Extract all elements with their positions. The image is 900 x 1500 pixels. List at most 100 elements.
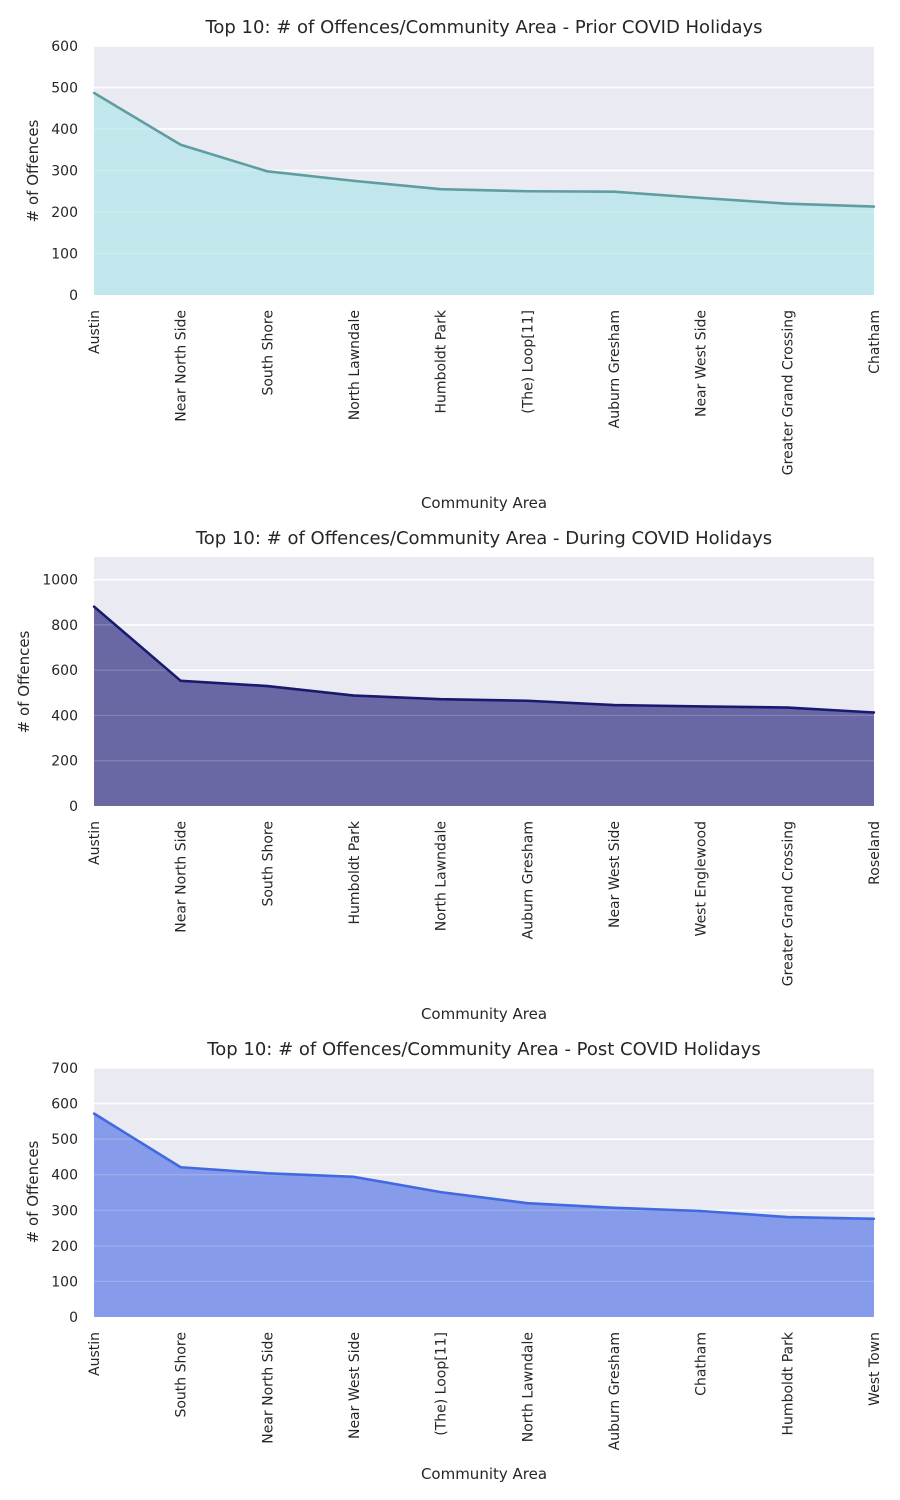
y-tick-label: 500 (51, 1132, 78, 1148)
data-point (526, 699, 529, 702)
data-point (612, 703, 616, 707)
data-point (699, 1209, 702, 1213)
data-point (179, 679, 182, 683)
x-tick-label: West Town (867, 1332, 883, 1406)
data-point (786, 706, 789, 709)
y-tick-label: 600 (51, 663, 78, 679)
x-tick-label: South Shore (260, 310, 276, 396)
y-tick-label: 600 (51, 39, 78, 55)
data-point (786, 1215, 789, 1219)
x-tick-label: Austin (87, 821, 103, 865)
data-point (266, 170, 269, 173)
series-area (94, 1113, 874, 1317)
data-point (439, 697, 442, 701)
x-tick-label: Auburn Gresham (607, 310, 623, 428)
data-point (266, 684, 269, 688)
data-point (699, 196, 702, 200)
y-tick-label: 0 (69, 1310, 78, 1326)
x-tick-label: Greater Grand Crossing (780, 310, 796, 475)
x-tick-label: Auburn Gresham (520, 821, 536, 939)
x-tick-label: South Shore (260, 821, 276, 907)
x-axis-label: Community Area (421, 1465, 547, 1483)
x-tick-label: Near West Side (607, 821, 623, 928)
y-tick-label: 300 (51, 164, 78, 180)
x-tick-label: (The) Loop[11] (520, 310, 536, 414)
y-tick-label: 200 (51, 205, 78, 221)
data-point (92, 605, 96, 608)
chart-post-covid: Top 10: # of Offences/Community Area - P… (24, 1039, 883, 1483)
data-point (266, 1172, 269, 1175)
x-tick-label: Near North Side (174, 821, 190, 933)
data-point (439, 187, 442, 191)
x-tick-label: North Lawndale (434, 821, 450, 931)
data-point (872, 205, 876, 208)
x-tick-label: Humboldt Park (347, 820, 363, 924)
y-tick-label: 600 (51, 1097, 78, 1113)
x-tick-label: Near West Side (694, 310, 710, 417)
y-axis-label: # of Offences (15, 630, 33, 733)
chart-title: Top 10: # of Offences/Community Area - P… (204, 17, 762, 38)
data-point (352, 694, 356, 697)
x-tick-label: Auburn Gresham (607, 1332, 623, 1450)
y-tick-label: 0 (69, 288, 78, 304)
x-tick-label: South Shore (174, 1332, 190, 1418)
y-axis-label: # of Offences (24, 1140, 42, 1243)
x-tick-label: Roseland (867, 821, 883, 885)
x-tick-label: Chatham (694, 1332, 710, 1396)
x-tick-label: Austin (87, 1332, 103, 1376)
data-point (612, 1206, 616, 1209)
chart-title: Top 10: # of Offences/Community Area - D… (195, 528, 772, 549)
y-tick-label: 100 (51, 1274, 78, 1290)
data-point (439, 1190, 442, 1194)
x-tick-label: Austin (87, 310, 103, 354)
y-tick-label: 400 (51, 708, 78, 724)
data-point (786, 202, 789, 205)
data-point (92, 1112, 96, 1115)
data-point (179, 143, 182, 146)
y-tick-label: 800 (51, 618, 78, 634)
series-area (94, 606, 874, 806)
x-tick-label: Greater Grand Crossing (780, 821, 796, 986)
x-tick-label: North Lawndale (347, 310, 363, 420)
x-axis-label: Community Area (421, 1005, 547, 1023)
series-area (94, 92, 874, 296)
x-tick-label: Humboldt Park (780, 1331, 796, 1435)
y-tick-label: 1000 (42, 573, 78, 589)
y-tick-label: 200 (51, 1239, 78, 1255)
data-point (872, 1217, 876, 1221)
x-tick-label: Near North Side (260, 1332, 276, 1444)
series-line (93, 1112, 875, 1221)
series-line (93, 605, 875, 714)
series-line (93, 91, 875, 208)
data-point (872, 711, 876, 714)
data-point (352, 179, 356, 183)
x-axis-label: Community Area (421, 494, 547, 512)
x-tick-label: Near North Side (174, 310, 190, 422)
y-axis-label: # of Offences (24, 119, 42, 222)
data-point (526, 1201, 529, 1205)
data-point (92, 91, 96, 95)
y-tick-label: 400 (51, 1168, 78, 1184)
y-tick-label: 400 (51, 122, 78, 138)
x-tick-label: Near West Side (347, 1332, 363, 1439)
x-tick-label: Humboldt Park (434, 309, 450, 413)
data-point (179, 1166, 182, 1169)
chart-prior-covid: Top 10: # of Offences/Community Area - P… (24, 17, 883, 512)
x-tick-label: (The) Loop[11] (434, 1332, 450, 1436)
x-tick-label: Chatham (867, 310, 883, 374)
x-tick-label: North Lawndale (520, 1332, 536, 1442)
data-point (526, 190, 529, 193)
y-tick-label: 200 (51, 754, 78, 770)
x-tick-label: West Englewood (694, 821, 710, 936)
chart-title: Top 10: # of Offences/Community Area - P… (206, 1039, 760, 1060)
y-tick-label: 0 (69, 799, 78, 815)
data-point (612, 190, 616, 193)
y-tick-label: 100 (51, 247, 78, 263)
y-tick-label: 500 (51, 81, 78, 97)
y-tick-label: 300 (51, 1203, 78, 1219)
data-point (352, 1175, 356, 1179)
data-point (699, 705, 702, 708)
y-tick-label: 700 (51, 1061, 78, 1077)
chart-during-covid: Top 10: # of Offences/Community Area - D… (15, 528, 883, 1023)
